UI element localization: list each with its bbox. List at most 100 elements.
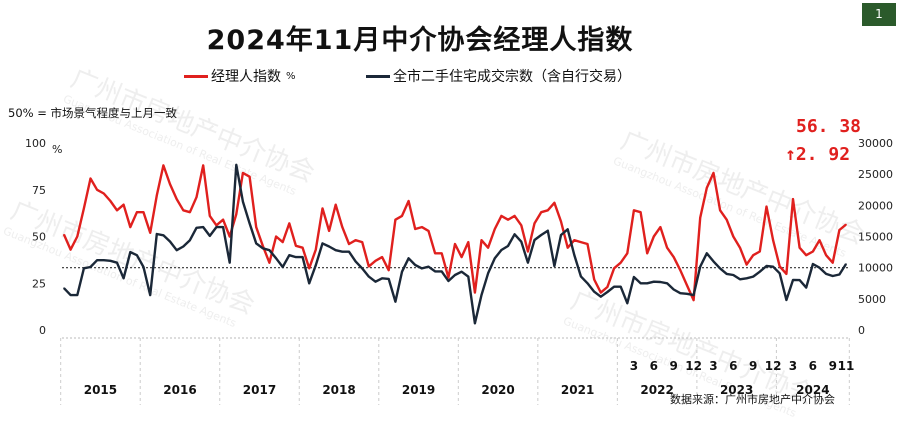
index-data-point bbox=[540, 211, 542, 213]
right-axis-tick: 30000 bbox=[858, 137, 893, 150]
volume-data-point bbox=[765, 265, 768, 267]
volume-data-point bbox=[242, 200, 244, 203]
left-axis-tick: 25 bbox=[32, 277, 46, 290]
x-year-label: 2023 bbox=[720, 383, 753, 397]
index-data-point bbox=[719, 209, 721, 212]
index-data-point bbox=[646, 252, 648, 255]
legend-swatch-red bbox=[184, 74, 208, 78]
volume-data-point bbox=[560, 234, 562, 236]
volume-data-point bbox=[434, 270, 436, 273]
index-data-point bbox=[83, 207, 85, 210]
volume-data-point bbox=[719, 267, 721, 270]
index-data-point bbox=[712, 172, 715, 174]
volume-data-point bbox=[222, 226, 224, 228]
volume-data-point bbox=[255, 242, 257, 245]
arrow-up-icon: ↑ bbox=[785, 144, 796, 165]
index-data-point bbox=[533, 222, 536, 225]
volume-data-point bbox=[633, 276, 635, 278]
volume-data-point bbox=[122, 277, 125, 280]
legend-label: 经理人指数 bbox=[211, 69, 281, 85]
x-month-label: 12 bbox=[685, 359, 702, 373]
volume-data-point bbox=[573, 254, 576, 256]
volume-data-point bbox=[586, 282, 589, 285]
latest-change: ↑2. 92 bbox=[785, 144, 850, 165]
index-data-point bbox=[122, 203, 125, 206]
index-data-point bbox=[613, 267, 615, 270]
index-data-point bbox=[421, 226, 423, 228]
legend-item-volume: 全市二手住宅成交宗数（含自行交易） bbox=[366, 66, 631, 86]
index-data-point bbox=[659, 226, 662, 228]
volume-data-point bbox=[275, 257, 277, 260]
volume-data-point bbox=[480, 294, 483, 296]
volume-data-point bbox=[792, 279, 794, 281]
index-data-point bbox=[76, 235, 79, 238]
index-data-point bbox=[321, 207, 324, 210]
index-data-point bbox=[102, 192, 105, 195]
index-data-point bbox=[169, 183, 171, 185]
volume-data-point bbox=[619, 285, 622, 288]
legend-swatch-dark bbox=[366, 74, 390, 78]
volume-data-point bbox=[686, 293, 688, 295]
latest-value: 56. 38 bbox=[796, 116, 862, 137]
index-data-point bbox=[242, 172, 244, 174]
volume-data-point bbox=[321, 242, 324, 245]
index-data-point bbox=[666, 246, 668, 249]
index-data-point bbox=[672, 256, 675, 258]
volume-data-point bbox=[732, 274, 735, 276]
index-data-point bbox=[745, 263, 748, 266]
volume-data-point bbox=[109, 260, 112, 262]
right-axis-tick: 15000 bbox=[858, 231, 893, 244]
index-data-point bbox=[175, 198, 178, 200]
index-data-point bbox=[546, 209, 549, 212]
index-data-point bbox=[202, 164, 204, 167]
index-data-point bbox=[785, 273, 788, 275]
volume-data-point bbox=[387, 278, 390, 280]
index-data-point bbox=[235, 213, 238, 215]
line-chart: 100 75 50 25 0% 30000 25000 20000 15000 10000 5000… bbox=[25, 137, 893, 405]
volume-data-point bbox=[162, 234, 165, 237]
index-data-point bbox=[805, 254, 808, 256]
index-data-point bbox=[208, 215, 211, 217]
index-data-point bbox=[262, 245, 264, 247]
index-data-point bbox=[354, 239, 357, 242]
volume-data-point bbox=[672, 288, 675, 291]
index-data-point bbox=[527, 250, 529, 253]
index-data-point bbox=[818, 239, 821, 242]
volume-data-point bbox=[825, 273, 827, 275]
index-data-point bbox=[440, 252, 443, 255]
volume-data-point bbox=[460, 270, 463, 273]
volume-data-point bbox=[83, 267, 85, 270]
index-data-point bbox=[381, 256, 383, 258]
volume-data-point bbox=[401, 270, 403, 273]
index-data-point bbox=[434, 252, 436, 255]
volume-data-point bbox=[706, 252, 708, 255]
x-month-label: 11 bbox=[838, 359, 855, 373]
x-month-label: 6 bbox=[650, 359, 658, 373]
x-month-label: 6 bbox=[809, 359, 817, 373]
left-axis-tick: 75 bbox=[32, 184, 46, 197]
volume-data-point bbox=[208, 235, 211, 237]
index-data-point bbox=[586, 243, 589, 245]
volume-data-point bbox=[374, 280, 377, 283]
volume-data-point bbox=[553, 265, 556, 267]
index-data-point bbox=[228, 235, 231, 238]
volume-data-point bbox=[136, 254, 138, 256]
index-data-point bbox=[109, 200, 112, 202]
index-data-point bbox=[725, 218, 728, 221]
volume-data-point bbox=[281, 266, 284, 268]
volume-data-point bbox=[89, 266, 92, 268]
index-data-point bbox=[341, 226, 344, 228]
index-data-point bbox=[679, 269, 682, 271]
index-data-point bbox=[500, 215, 503, 217]
index-data-point bbox=[560, 220, 562, 223]
index-data-point bbox=[63, 233, 65, 236]
index-data-point bbox=[308, 267, 311, 270]
volume-data-point bbox=[155, 233, 158, 235]
index-data-point bbox=[639, 211, 642, 213]
x-month-label: 3 bbox=[630, 359, 638, 373]
volume-data-point bbox=[142, 266, 145, 268]
volume-data-point bbox=[129, 251, 132, 253]
volume-data-point bbox=[63, 287, 65, 290]
volume-data-point bbox=[666, 282, 668, 285]
index-data-point bbox=[387, 269, 390, 271]
